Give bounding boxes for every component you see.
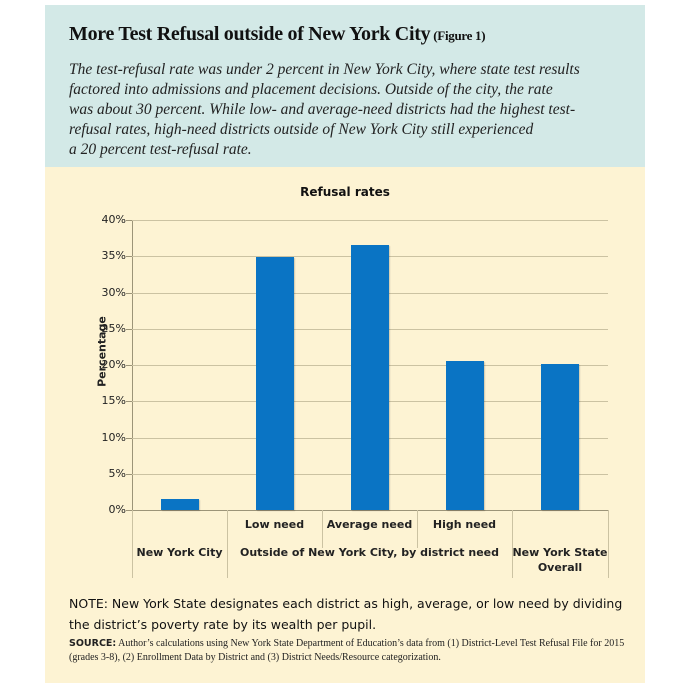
y-tick-label: 0% xyxy=(108,503,126,516)
y-tick-label: 30% xyxy=(101,285,126,299)
source-text: Author’s calculations using New York Sta… xyxy=(69,638,625,663)
y-tick-label: 15% xyxy=(101,394,126,408)
y-tick-label: 20% xyxy=(101,358,126,371)
y-tick-label: 5% xyxy=(108,466,126,480)
description-line: was about 30 percent. While low- and ave… xyxy=(69,101,576,118)
category-label-average-need: Average need xyxy=(326,518,413,531)
y-tick-label: 35% xyxy=(101,249,126,263)
label-line: New York State xyxy=(512,546,608,559)
bar-low-need xyxy=(255,256,294,510)
y-tick-label: 40% xyxy=(101,213,126,226)
gridline xyxy=(132,220,608,221)
y-tick-mark xyxy=(126,220,132,221)
group-label-nyc: New York City xyxy=(136,546,223,559)
plot-area: Percentage 0% 5% 10% 15% 20% 25% 30% 35% 40% xyxy=(96,213,608,516)
figure-title: More Test Refusal outside of New York Ci… xyxy=(69,23,486,46)
chart-title: Refusal rates xyxy=(300,185,390,199)
y-tick-mark xyxy=(126,365,132,366)
label-line: Overall xyxy=(537,561,583,574)
axis-divider xyxy=(512,510,513,578)
y-tick-mark xyxy=(126,473,132,475)
bar-high-need xyxy=(446,361,485,510)
figure-header: More Test Refusal outside of New York Ci… xyxy=(45,5,645,167)
title-text: More Test Refusal outside of New York Ci… xyxy=(69,23,431,45)
source-label: SOURCE: xyxy=(69,638,117,649)
y-tick-mark xyxy=(126,292,132,294)
x-axis xyxy=(126,510,608,511)
description-line: The test-refusal rate was under 2 percen… xyxy=(69,61,580,78)
axis-divider xyxy=(132,510,133,578)
y-tick-mark xyxy=(126,437,132,439)
description-line: a 20 percent test-refusal rate. xyxy=(69,141,252,158)
description-line: factored into admissions and placement d… xyxy=(69,81,553,98)
y-tick-label: 10% xyxy=(101,430,126,444)
y-tick-mark xyxy=(126,510,132,511)
group-label-outside-nyc: Outside of New York City, by district ne… xyxy=(239,546,499,559)
bar-new-york-city xyxy=(160,499,199,510)
figure-number: (Figure 1) xyxy=(433,28,486,43)
chart-note: NOTE: New York State designates each dis… xyxy=(69,596,623,632)
y-tick-mark xyxy=(126,328,132,330)
bar-new-york-state-overall xyxy=(541,363,580,510)
category-label-high-need: High need xyxy=(432,518,497,531)
axis-divider xyxy=(227,510,228,578)
category-label-low-need: Low need xyxy=(244,518,305,531)
axis-divider xyxy=(417,510,418,548)
y-tick-mark xyxy=(126,401,132,403)
figure-description: The test-refusal rate was under 2 percen… xyxy=(69,60,639,160)
chart-source: SOURCE: Author’s calculations using New … xyxy=(69,637,639,665)
figure-panel: More Test Refusal outside of New York Ci… xyxy=(45,5,645,683)
bar-average-need xyxy=(351,245,389,510)
group-label-nys-overall: New York State Overall xyxy=(512,545,608,575)
y-tick-mark xyxy=(126,256,132,258)
description-line: refusal rates, high-need districts outsi… xyxy=(69,121,534,138)
axis-divider xyxy=(608,510,609,578)
axis-divider xyxy=(322,510,323,548)
y-tick-label: 25% xyxy=(101,321,126,335)
